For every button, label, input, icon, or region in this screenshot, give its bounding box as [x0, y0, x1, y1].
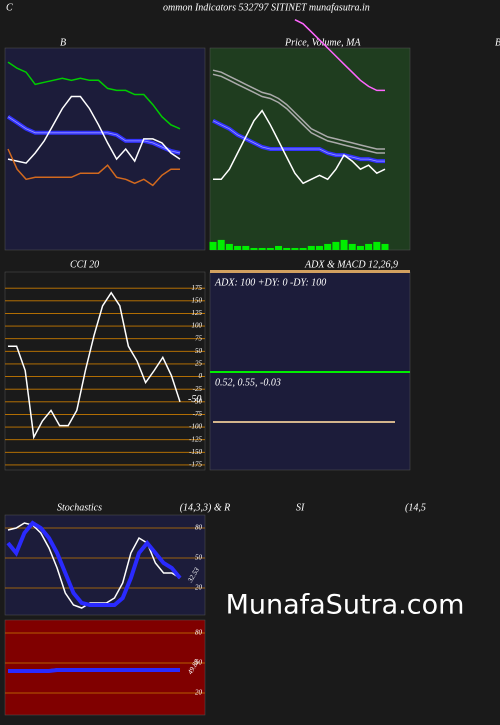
panel-title: ADX & MACD 12,26,9 — [304, 259, 398, 270]
volume-bar — [332, 241, 340, 250]
y-tick-label: 0 — [199, 372, 203, 380]
y-tick-label: 75 — [195, 334, 203, 342]
y-tick-label: -25 — [193, 385, 203, 393]
y-tick-label: 20 — [195, 689, 203, 697]
series-line — [212, 69, 385, 150]
volume-bar — [348, 243, 356, 250]
y-tick-label: 125 — [192, 309, 203, 317]
y-tick-label: 50 — [195, 659, 203, 667]
volume-bar — [217, 239, 225, 250]
panel — [4, 514, 206, 616]
volume-bar — [299, 247, 307, 250]
y-tick-label: -75 — [193, 410, 203, 418]
edge-letter: B — [495, 37, 500, 48]
series-line — [7, 148, 180, 187]
y-tick-label: -150 — [189, 448, 202, 456]
panel-title: Stochastics — [57, 502, 102, 513]
volume-bar — [381, 243, 389, 250]
series-line — [7, 61, 181, 130]
volume-bar — [258, 247, 266, 250]
y-tick-label: 80 — [195, 629, 203, 637]
panel — [4, 271, 206, 471]
y-tick-label: 50 — [195, 347, 203, 355]
rsi-params: (14,5 — [405, 502, 426, 513]
series-line — [294, 19, 385, 92]
y-tick-label: -175 — [189, 461, 202, 469]
volume-bar — [250, 247, 258, 250]
header-title: ommon Indicators 532797 SITINET munafasu… — [163, 2, 370, 13]
panel — [4, 619, 206, 716]
panel-title: (14,3,3) & R — [180, 502, 231, 513]
volume-bar — [283, 247, 291, 250]
y-tick-label: 80 — [195, 524, 203, 532]
indicator-text: 0.52, 0.55, -0.03 — [215, 377, 281, 388]
series-line-highlight — [212, 120, 385, 162]
volume-bar — [307, 245, 315, 250]
series-line — [7, 95, 181, 164]
panel-title: B — [60, 37, 66, 48]
series-line — [8, 668, 180, 673]
watermark: MunafaSutra.com — [226, 590, 465, 621]
y-tick-label: -125 — [189, 435, 202, 443]
rsi-title: SI — [296, 502, 305, 513]
volume-bar — [324, 243, 332, 250]
panel — [4, 47, 206, 251]
y-tick-label: 25 — [195, 360, 203, 368]
series-line — [6, 520, 182, 607]
panel-title: CCI 20 — [70, 259, 99, 270]
last-value-label: -50 — [188, 394, 201, 405]
y-tick-label: -50 — [193, 397, 203, 405]
volume-bar — [373, 241, 381, 250]
series-line — [212, 73, 385, 154]
volume-bar — [225, 243, 233, 250]
volume-bar — [291, 247, 299, 250]
panel-top-band — [210, 270, 410, 273]
y-tick-label: 175 — [192, 284, 203, 292]
y-tick-label: 50 — [195, 554, 203, 562]
series-line-highlight — [7, 116, 181, 154]
volume-bar — [266, 247, 274, 250]
volume-bar — [234, 245, 242, 250]
volume-bar — [242, 245, 250, 250]
y-tick-label: 100 — [192, 322, 203, 330]
header-letter: C — [6, 2, 13, 13]
volume-bar — [340, 239, 348, 250]
y-tick-label: 20 — [195, 584, 203, 592]
volume-bar — [356, 245, 364, 250]
volume-bar — [209, 241, 217, 250]
series-line — [213, 109, 386, 185]
volume-bar — [365, 243, 373, 250]
volume-bar — [275, 245, 283, 250]
indicator-text: ADX: 100 +DY: 0 -DY: 100 — [214, 277, 326, 288]
y-tick-label: -100 — [189, 423, 202, 431]
series-line — [8, 291, 181, 440]
volume-bar — [315, 245, 323, 250]
y-tick-label: 150 — [192, 296, 203, 304]
